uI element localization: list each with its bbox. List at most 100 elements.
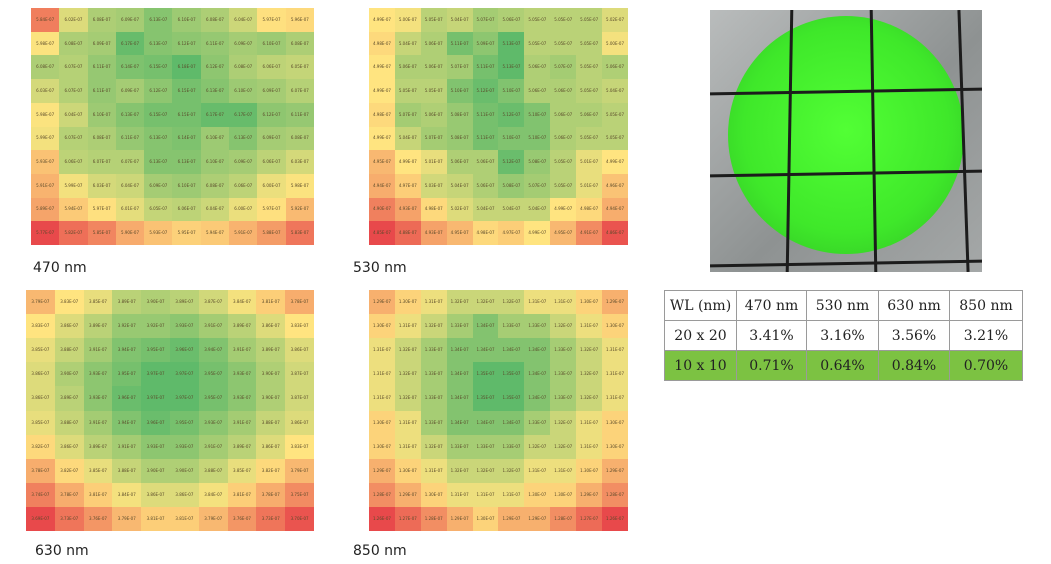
heatmap-cell: 5.06E-07 — [602, 55, 628, 80]
heatmap-cell: 1.32E-07 — [576, 362, 603, 387]
heatmap-cell: 1.29E-07 — [446, 506, 473, 531]
heatmap-cell: 1.31E-07 — [420, 290, 447, 315]
heatmap-cell: 5.10E-07 — [446, 79, 473, 103]
heatmap-cell: 1.30E-07 — [576, 458, 603, 483]
heatmap-cell: 1.30E-07 — [602, 434, 628, 459]
heatmap-cell: 5.09E-07 — [472, 31, 499, 56]
heatmap-cell: 1.32E-07 — [550, 314, 577, 339]
heatmap-cell: 3.78E-07 — [54, 482, 84, 507]
heatmap-cell: 3.89E-07 — [256, 338, 286, 363]
heatmap-cell: 5.85E-07 — [87, 221, 116, 245]
heatmap-cell: 3.82E-07 — [256, 458, 286, 483]
heatmap-cell: 1.31E-07 — [524, 290, 551, 315]
heatmap-cell: 5.05E-07 — [602, 126, 628, 151]
heatmap-cell: 3.95E-07 — [198, 362, 228, 387]
heatmap-cell: 1.32E-07 — [394, 386, 421, 411]
heatmap-cell: 3.93E-07 — [169, 434, 199, 459]
heatmap-cell: 6.00E-07 — [257, 173, 286, 198]
heatmap-cell: 5.12E-07 — [498, 150, 525, 174]
heatmap-cell: 1.28E-07 — [550, 506, 577, 531]
heatmap-cell: 1.33E-07 — [524, 410, 551, 435]
heatmap-cell: 5.10E-07 — [524, 126, 551, 151]
heatmap-cell: 5.98E-07 — [285, 173, 314, 198]
heatmap-cell: 3.88E-07 — [256, 410, 286, 435]
heatmap-cell: 1.31E-07 — [394, 410, 421, 435]
heatmap-cell: 5.07E-07 — [550, 55, 577, 80]
heatmap-cell: 1.33E-07 — [472, 434, 499, 459]
heatmap-850nm: 1.29E-07 1.30E-07 1.31E-07 1.32E-07 1.32E-07… — [369, 290, 628, 531]
heatmap-cell: 3.84E-07 — [198, 482, 228, 507]
heatmap-cell: 6.12E-07 — [144, 79, 173, 103]
heatmap-cell: 6.10E-07 — [172, 173, 201, 198]
heatmap-cell: 5.00E-07 — [602, 31, 628, 56]
heatmap-cell: 5.02E-07 — [446, 197, 473, 222]
heatmap-cell: 5.10E-07 — [498, 79, 525, 103]
table-header-cell: 530 nm — [806, 290, 879, 321]
heatmap-cell: 6.13E-07 — [172, 150, 201, 174]
heatmap-cell: 1.31E-07 — [602, 386, 628, 411]
heatmap-cell: 3.86E-07 — [54, 434, 84, 459]
heatmap-cell: 6.11E-07 — [285, 102, 314, 127]
heatmap-cell: 5.04E-07 — [498, 197, 525, 222]
heatmap-cell: 4.99E-07 — [369, 8, 395, 32]
heatmap-cell: 6.15E-07 — [144, 55, 173, 80]
heatmap-cell: 1.35E-07 — [498, 386, 525, 411]
heatmap-cell: 1.32E-07 — [394, 362, 421, 387]
heatmap-cell: 3.87E-07 — [198, 290, 228, 315]
heatmap-cell: 1.34E-07 — [472, 314, 499, 339]
heatmap-cell: 6.06E-07 — [229, 173, 258, 198]
table-cell: 0.71% — [736, 350, 807, 381]
heatmap-cell: 3.84E-07 — [112, 482, 142, 507]
heatmap-cell: 1.33E-07 — [550, 338, 577, 363]
heatmap-cell: 3.91E-07 — [83, 338, 113, 363]
heatmap-cell: 1.28E-07 — [420, 506, 447, 531]
heatmap-cell: 5.11E-07 — [472, 55, 499, 80]
heatmap-cell: 3.90E-07 — [256, 362, 286, 387]
heatmap-cell: 1.31E-07 — [524, 458, 551, 483]
heatmap-cell: 5.13E-07 — [498, 55, 525, 80]
heatmap-cell: 3.96E-07 — [141, 410, 170, 435]
heatmap-cell: 1.31E-07 — [394, 434, 421, 459]
heatmap-cell: 4.98E-07 — [472, 221, 499, 245]
heatmap-cell: 1.31E-07 — [369, 338, 395, 363]
heatmap-cell: 5.01E-07 — [576, 173, 603, 198]
heatmap-cell: 6.08E-07 — [200, 8, 230, 32]
heatmap-cell: 5.08E-07 — [524, 150, 551, 174]
heatmap-cell: 5.07E-07 — [472, 8, 499, 32]
heatmap-cell: 6.15E-07 — [172, 102, 201, 127]
heatmap-cell: 1.35E-07 — [498, 362, 525, 387]
heatmap-cell: 5.95E-07 — [172, 221, 201, 245]
heatmap-cell: 6.07E-07 — [87, 150, 116, 174]
uniformity-table: WL (nm) 470 nm 530 nm 630 nm 850 nm 20 x… — [664, 290, 1023, 381]
heatmap-cell: 1.26E-07 — [369, 506, 395, 531]
heatmap-cell: 5.11E-07 — [446, 31, 473, 56]
grid-line — [710, 259, 982, 268]
heatmap-cell: 3.93E-07 — [227, 362, 257, 387]
heatmap-cell: 1.34E-07 — [446, 410, 473, 435]
heatmap-cell: 6.13E-07 — [144, 31, 173, 56]
heatmap-cell: 3.89E-07 — [227, 434, 257, 459]
heatmap-cell: 6.04E-07 — [229, 8, 258, 32]
heatmap-cell: 1.31E-07 — [498, 482, 525, 507]
heatmap-cell: 5.05E-07 — [550, 150, 577, 174]
heatmap-cell: 1.34E-07 — [524, 338, 551, 363]
heatmap-cell: 1.29E-07 — [524, 506, 551, 531]
heatmap-cell: 3.97E-07 — [141, 362, 170, 387]
heatmap-cell: 5.06E-07 — [524, 55, 551, 80]
heatmap-cell: 3.97E-07 — [141, 386, 170, 411]
heatmap-cell: 5.04E-07 — [524, 197, 551, 222]
heatmap-cell: 4.85E-07 — [369, 221, 395, 245]
table-cell: 0.70% — [949, 350, 1023, 381]
table-header-cell: WL (nm) — [664, 290, 737, 321]
heatmap-cell: 3.93E-07 — [83, 386, 113, 411]
heatmap-cell: 3.91E-07 — [198, 434, 228, 459]
heatmap-cell: 3.90E-07 — [256, 386, 286, 411]
table-cell: 3.41% — [736, 320, 807, 351]
table-header-cell: 850 nm — [949, 290, 1023, 321]
heatmap-cell: 1.29E-07 — [394, 482, 421, 507]
heatmap-cell: 3.74E-07 — [26, 482, 55, 507]
heatmap-cell: 3.70E-07 — [285, 506, 314, 531]
heatmap-cell: 1.26E-07 — [602, 506, 628, 531]
heatmap-cell: 6.17E-07 — [200, 102, 230, 127]
heatmap-cell: 6.07E-07 — [59, 55, 88, 80]
